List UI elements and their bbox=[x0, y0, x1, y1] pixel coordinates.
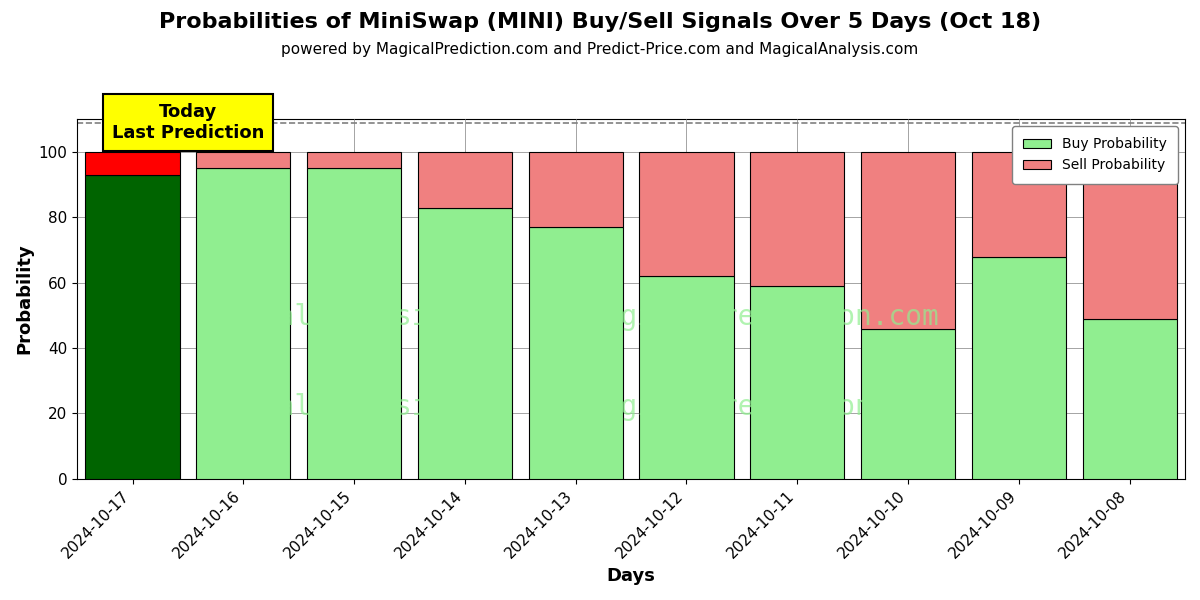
Text: Today
Last Prediction: Today Last Prediction bbox=[112, 103, 264, 142]
Bar bbox=[640, 152, 733, 276]
Y-axis label: Probability: Probability bbox=[14, 244, 32, 355]
Text: MagicalPrediction.com: MagicalPrediction.com bbox=[588, 393, 940, 421]
Bar bbox=[860, 152, 955, 329]
Bar bbox=[197, 169, 290, 479]
Text: MagicalPrediction.com: MagicalPrediction.com bbox=[588, 303, 940, 331]
Bar bbox=[85, 152, 180, 175]
Text: Probabilities of MiniSwap (MINI) Buy/Sell Signals Over 5 Days (Oct 18): Probabilities of MiniSwap (MINI) Buy/Sel… bbox=[158, 12, 1042, 32]
Legend: Buy Probability, Sell Probability: Buy Probability, Sell Probability bbox=[1012, 127, 1178, 184]
Bar bbox=[529, 152, 623, 227]
Bar bbox=[972, 257, 1066, 479]
Bar bbox=[529, 227, 623, 479]
Bar bbox=[860, 329, 955, 479]
Bar bbox=[1082, 152, 1177, 319]
Bar bbox=[640, 276, 733, 479]
Bar bbox=[750, 152, 845, 286]
Bar bbox=[1082, 319, 1177, 479]
X-axis label: Days: Days bbox=[607, 567, 655, 585]
Bar bbox=[307, 169, 401, 479]
Bar bbox=[418, 152, 512, 208]
Bar bbox=[85, 175, 180, 479]
Bar bbox=[972, 152, 1066, 257]
Bar bbox=[418, 208, 512, 479]
Text: calAnalysis.com: calAnalysis.com bbox=[262, 303, 512, 331]
Bar bbox=[197, 152, 290, 169]
Bar bbox=[307, 152, 401, 169]
Bar bbox=[750, 286, 845, 479]
Text: powered by MagicalPrediction.com and Predict-Price.com and MagicalAnalysis.com: powered by MagicalPrediction.com and Pre… bbox=[281, 42, 919, 57]
Text: calAnalysis.com: calAnalysis.com bbox=[262, 393, 512, 421]
